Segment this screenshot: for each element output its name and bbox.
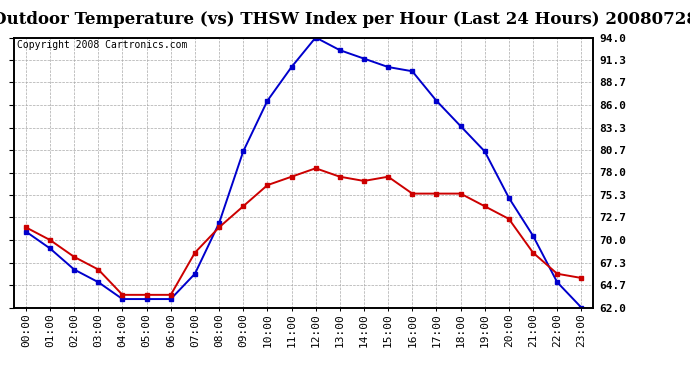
Text: Copyright 2008 Cartronics.com: Copyright 2008 Cartronics.com bbox=[17, 40, 187, 50]
Text: Outdoor Temperature (vs) THSW Index per Hour (Last 24 Hours) 20080728: Outdoor Temperature (vs) THSW Index per … bbox=[0, 11, 690, 28]
